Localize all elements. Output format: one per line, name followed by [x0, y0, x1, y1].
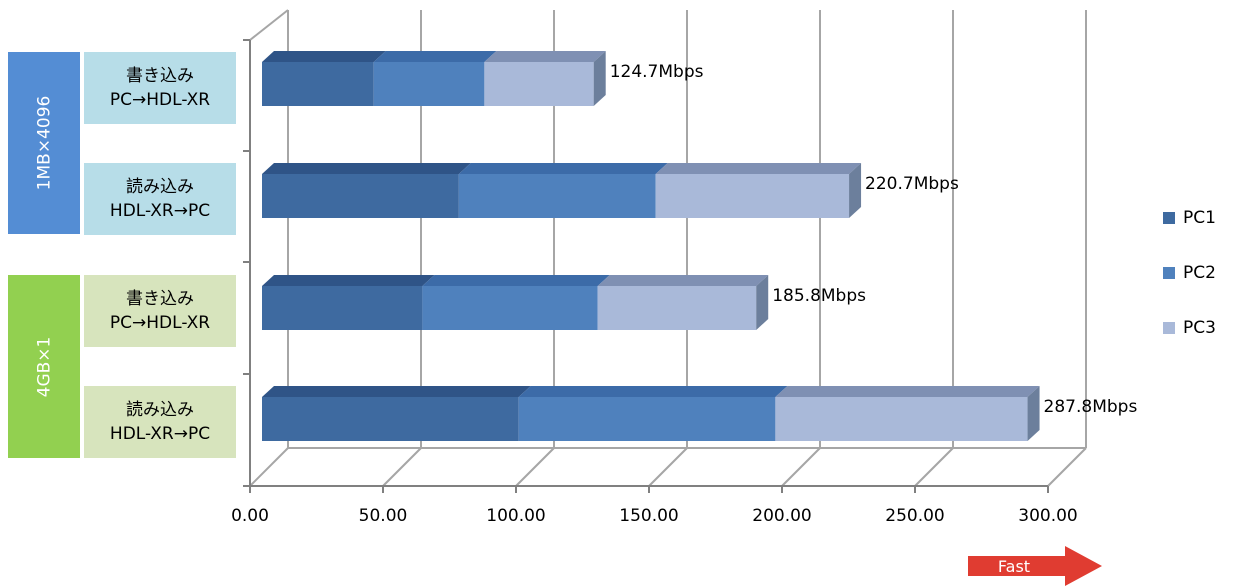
bar-pc2-cat2 [458, 174, 656, 218]
legend-swatch-pc1 [1163, 212, 1175, 224]
group-label-text: 4GB×1 [34, 336, 54, 397]
fast-label: Fast [998, 557, 1030, 576]
bar-pc3-cat3-side [756, 275, 769, 330]
bar-pc3-cat2 [655, 174, 850, 218]
category-label-1: 書き込み PC→HDL-XR [84, 52, 236, 124]
bar-pc2-cat1 [373, 62, 485, 106]
bar-pc1-cat4 [262, 397, 519, 441]
bar-pc3-cat2-side [849, 163, 862, 218]
legend-item-pc2: PC2 [1163, 263, 1239, 283]
bar-pc3-cat3 [597, 286, 757, 330]
floor-line [1047, 447, 1087, 487]
bar-pc2-cat4 [518, 397, 776, 441]
total-label: 124.7Mbps [610, 62, 704, 82]
bar-pc3-cat1-top [484, 51, 606, 62]
x-tick-label: 150.00 [619, 506, 678, 526]
bar-pc3-cat1-side [593, 51, 606, 106]
group-label-1: 1MB×4096 [8, 52, 80, 234]
x-tick-label: 300.00 [1018, 506, 1077, 526]
total-label: 287.8Mbps [1044, 397, 1138, 417]
arrow-spacer [968, 0, 1098, 1]
legend-swatch-pc2 [1163, 267, 1175, 279]
bar-pc2-cat1-top [373, 51, 497, 62]
floor-line [781, 447, 821, 487]
group-label-2: 4GB×1 [8, 275, 80, 458]
legend-label-pc3: PC3 [1183, 318, 1216, 338]
bar-pc1-cat2-top [262, 163, 471, 174]
floor-line [249, 447, 289, 487]
floor-line [382, 447, 422, 487]
category-label-line2: HDL-XR→PC [109, 424, 211, 444]
category-label-line1: 書き込み [126, 289, 194, 309]
category-label-line1: 書き込み [126, 66, 194, 86]
total-label: 220.7Mbps [865, 174, 959, 194]
bar-pc1-cat1 [262, 62, 374, 106]
category-label-line2: HDL-XR→PC [109, 201, 211, 221]
category-label-line2: PC→HDL-XR [109, 313, 211, 333]
legend-item-pc3: PC3 [1163, 318, 1239, 338]
category-label-line1: 読み込み [126, 400, 194, 420]
floor-line [648, 447, 688, 487]
bar-pc1-cat1-top [262, 51, 386, 62]
x-tick-label: 100.00 [486, 506, 545, 526]
bar-pc1-cat4-top [262, 386, 531, 397]
x-tick-label: 50.00 [359, 506, 408, 526]
bar-pc3-cat4 [775, 397, 1028, 441]
bar-pc2-cat3 [422, 286, 598, 330]
bar-pc1-cat2 [262, 174, 459, 218]
wall-edge [249, 9, 289, 41]
bar-pc3-cat1 [484, 62, 594, 106]
legend-item-pc1: PC1 [1163, 208, 1239, 228]
floor-line [515, 447, 555, 487]
legend-label-pc1: PC1 [1183, 208, 1216, 228]
bar-pc3-cat4-side [1027, 386, 1040, 441]
x-tick-label: 0.00 [231, 506, 269, 526]
fast-arrow [968, 546, 1102, 586]
total-label: 185.8Mbps [772, 286, 866, 306]
category-label-line2: PC→HDL-XR [109, 90, 211, 110]
category-label-4: 読み込み HDL-XR→PC [84, 386, 236, 458]
bar-pc2-cat4-top [518, 386, 788, 397]
group-label-text: 1MB×4096 [34, 95, 54, 191]
x-tick-label: 250.00 [885, 506, 944, 526]
category-label-2: 読み込み HDL-XR→PC [84, 163, 236, 235]
bar-pc3-cat2-top [655, 163, 862, 174]
bar-pc2-cat3-top [422, 275, 610, 286]
x-tick-label: 200.00 [752, 506, 811, 526]
category-label-3: 書き込み PC→HDL-XR [84, 275, 236, 347]
bar-pc3-cat3-top [597, 275, 769, 286]
bar-pc1-cat3-top [262, 275, 435, 286]
bar-pc2-cat2-top [458, 163, 668, 174]
bar-pc3-cat4-top [775, 386, 1040, 397]
legend-label-pc2: PC2 [1183, 263, 1216, 283]
bar-pc1-cat3 [262, 286, 423, 330]
legend-swatch-pc3 [1163, 322, 1175, 334]
floor-line [914, 447, 954, 487]
category-label-line1: 読み込み [126, 177, 194, 197]
